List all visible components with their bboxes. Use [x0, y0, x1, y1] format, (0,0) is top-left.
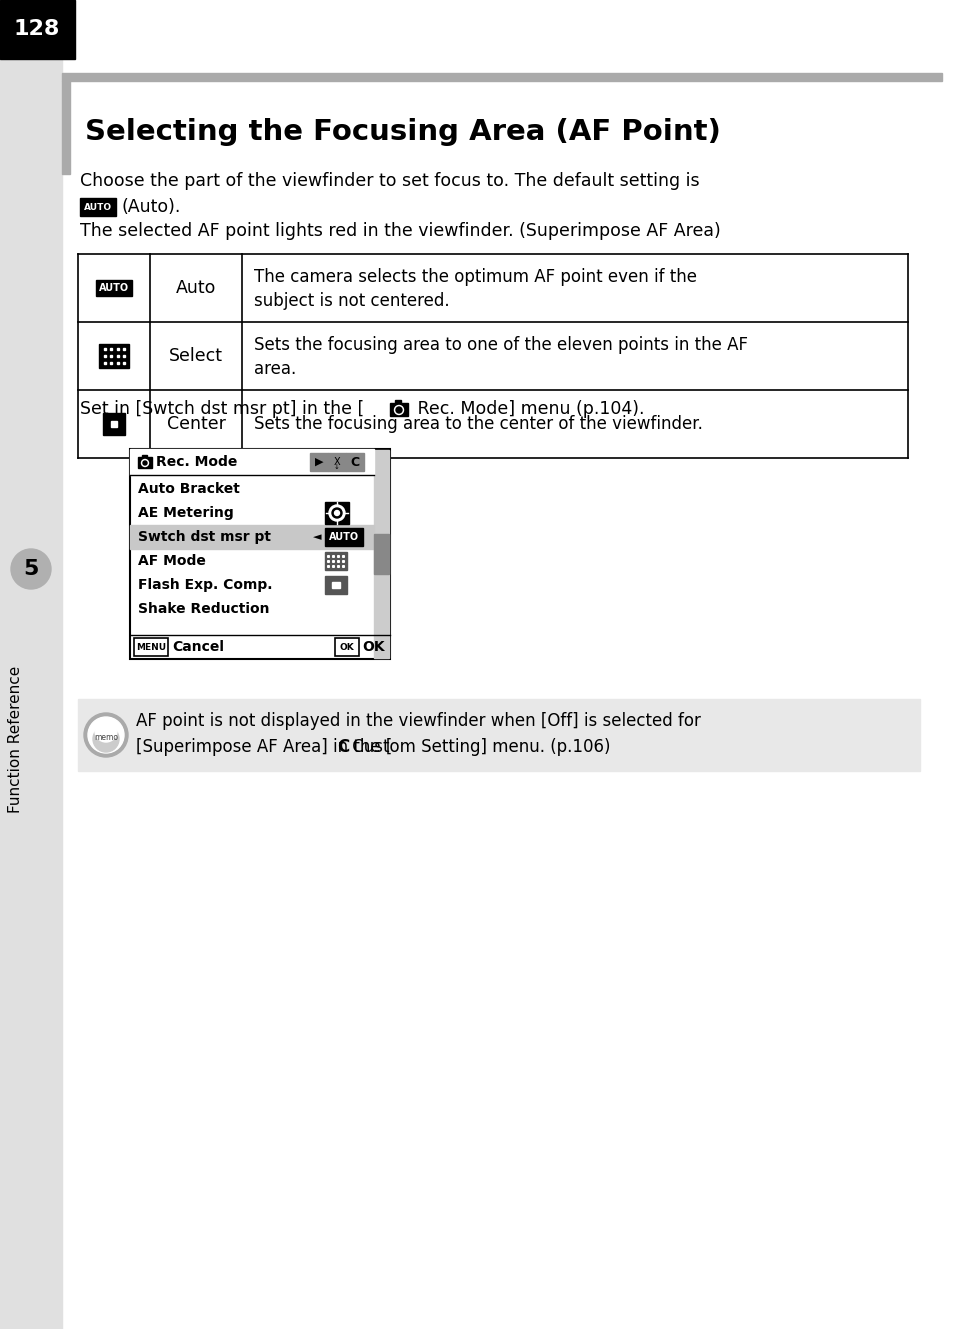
Circle shape	[395, 407, 401, 413]
Text: AUTO: AUTO	[99, 283, 129, 292]
Text: Choose the part of the viewfinder to set focus to. The default setting is: Choose the part of the viewfinder to set…	[80, 171, 699, 190]
Text: 128: 128	[13, 19, 60, 39]
Bar	[374, 534, 389, 574]
Text: Selecting the Focusing Area (AF Point): Selecting the Focusing Area (AF Point)	[85, 118, 720, 146]
Text: The camera selects the optimum AF point even if the: The camera selects the optimum AF point …	[253, 268, 697, 286]
Text: AUTO: AUTO	[84, 202, 112, 211]
Bar	[62, 73, 941, 81]
Circle shape	[332, 508, 341, 518]
Bar	[325, 502, 349, 524]
Text: OK: OK	[361, 641, 384, 654]
Bar	[130, 525, 374, 549]
Circle shape	[11, 549, 51, 589]
Circle shape	[92, 726, 119, 752]
Text: AUTO: AUTO	[329, 532, 358, 542]
Text: Auto: Auto	[175, 279, 216, 296]
Bar	[335, 638, 358, 657]
Bar	[325, 552, 347, 570]
Text: memo: memo	[94, 732, 118, 742]
Bar	[78, 699, 919, 771]
Circle shape	[335, 510, 339, 516]
Bar	[0, 0, 62, 1329]
Bar	[142, 455, 147, 459]
Bar	[130, 449, 390, 659]
Text: Auto Bracket: Auto Bracket	[138, 482, 239, 496]
Text: ▶: ▶	[314, 457, 323, 466]
Bar	[130, 449, 374, 474]
Text: Flash Exp. Comp.: Flash Exp. Comp.	[138, 578, 273, 591]
Text: OK: OK	[339, 642, 354, 651]
Circle shape	[95, 720, 117, 742]
Text: Center: Center	[167, 415, 225, 433]
Circle shape	[141, 460, 149, 466]
Text: 5: 5	[23, 560, 39, 579]
Text: subject is not centered.: subject is not centered.	[253, 292, 449, 310]
Text: Cancel: Cancel	[172, 641, 224, 654]
Circle shape	[329, 505, 345, 521]
Text: area.: area.	[253, 360, 296, 377]
Bar	[80, 198, 116, 217]
Bar	[328, 453, 346, 470]
Bar	[395, 400, 400, 404]
Bar	[346, 453, 364, 470]
Text: ◄: ◄	[313, 532, 320, 542]
Text: C: C	[350, 456, 359, 469]
Bar	[96, 280, 132, 296]
Text: C: C	[336, 738, 349, 756]
Text: AF Mode: AF Mode	[138, 554, 206, 567]
Bar	[103, 413, 125, 435]
Text: MENU: MENU	[135, 642, 166, 651]
Text: ↓: ↓	[334, 464, 339, 470]
Bar	[332, 582, 339, 587]
Text: AF point is not displayed in the viewfinder when [Off] is selected for: AF point is not displayed in the viewfin…	[136, 712, 700, 730]
Text: Select: Select	[169, 347, 223, 365]
Bar	[325, 575, 347, 594]
Bar	[111, 421, 117, 427]
Bar	[0, 0, 75, 58]
Text: Rec. Mode] menu (p.104).: Rec. Mode] menu (p.104).	[412, 400, 644, 419]
Text: The selected AF point lights red in the viewfinder. (Superimpose AF Area): The selected AF point lights red in the …	[80, 222, 720, 241]
Text: (Auto).: (Auto).	[122, 198, 181, 217]
Bar	[310, 453, 328, 470]
Text: Shake Reduction: Shake Reduction	[138, 602, 269, 617]
Bar	[325, 528, 363, 546]
Bar	[99, 344, 129, 368]
Text: X: X	[334, 457, 340, 466]
Bar	[62, 81, 70, 174]
Text: Sets the focusing area to one of the eleven points in the AF: Sets the focusing area to one of the ele…	[253, 336, 747, 354]
Text: Set in [Swtch dst msr pt] in the [: Set in [Swtch dst msr pt] in the [	[80, 400, 364, 419]
Bar	[138, 457, 152, 468]
Text: [Superimpose AF Area] in the [: [Superimpose AF Area] in the [	[136, 738, 392, 756]
Text: Function Reference: Function Reference	[9, 666, 24, 812]
Circle shape	[84, 712, 128, 758]
Circle shape	[88, 718, 124, 754]
Circle shape	[395, 405, 403, 415]
Text: Sets the focusing area to the center of the viewfinder.: Sets the focusing area to the center of …	[253, 415, 702, 433]
Text: Rec. Mode: Rec. Mode	[156, 455, 237, 469]
Text: Custom Setting] menu. (p.106): Custom Setting] menu. (p.106)	[347, 738, 610, 756]
Text: AE Metering: AE Metering	[138, 506, 233, 520]
Bar	[390, 403, 408, 416]
Bar	[374, 451, 389, 658]
Bar	[133, 638, 168, 657]
Text: Swtch dst msr pt: Swtch dst msr pt	[138, 530, 271, 544]
Circle shape	[143, 461, 147, 465]
